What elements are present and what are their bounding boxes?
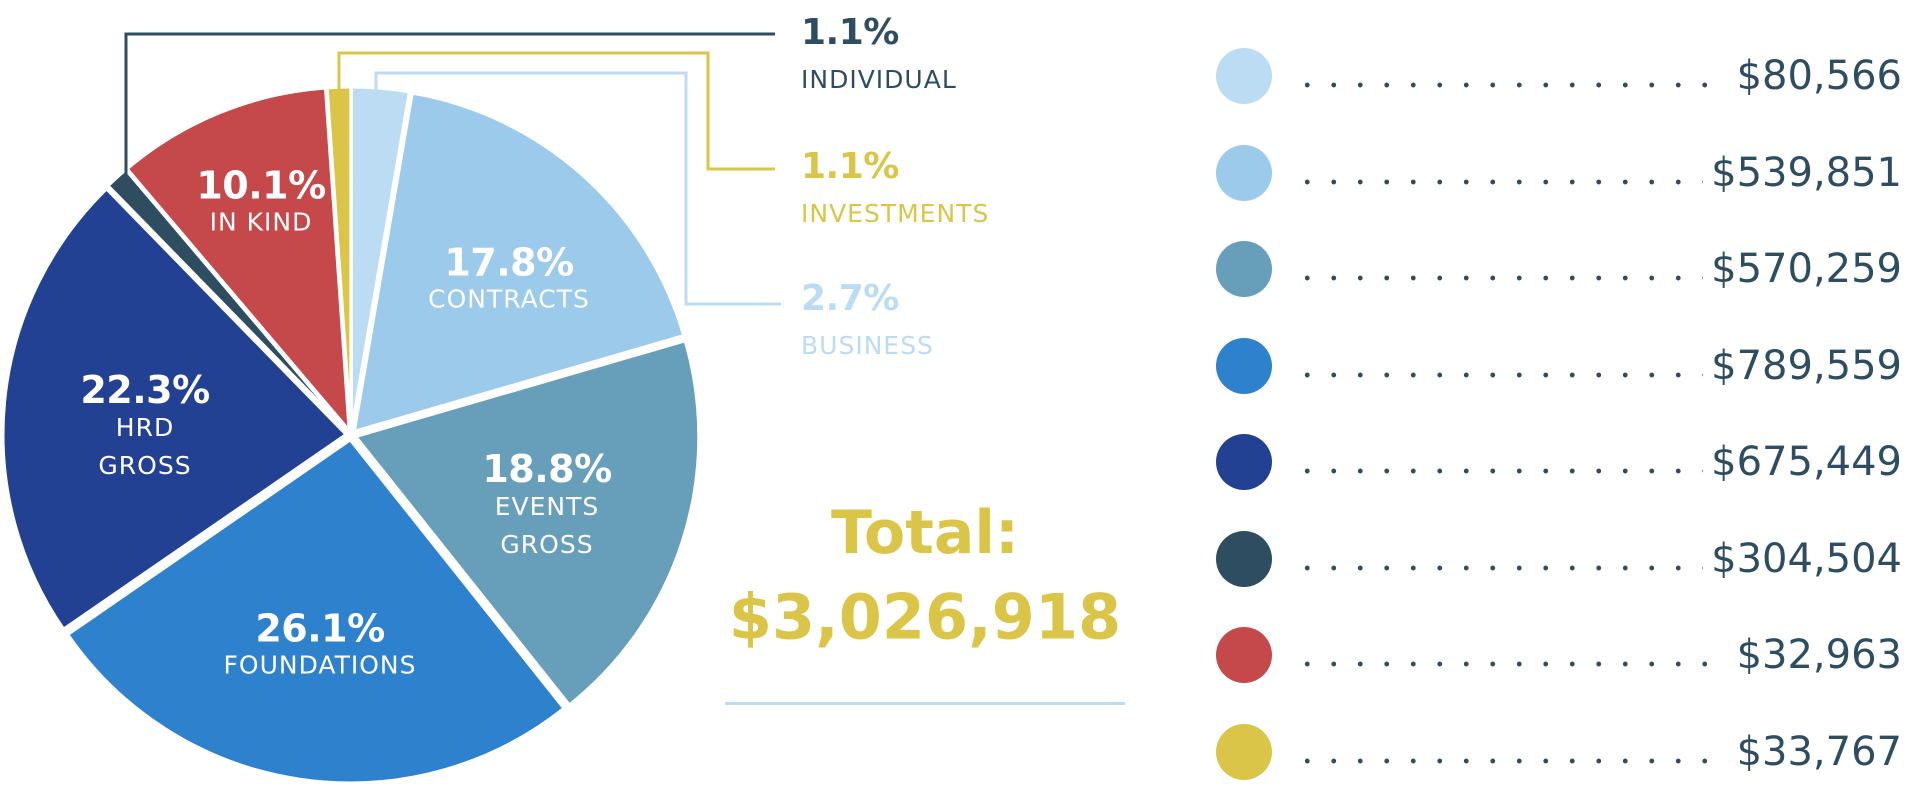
slice-name-line2: GROSS [98, 451, 192, 480]
slice-percent: 26.1% [255, 606, 385, 651]
legend-swatch [1216, 241, 1272, 297]
callout-business: 2.7% BUSINESS [801, 278, 934, 360]
callout-percent: 1.1% [801, 146, 899, 187]
dotted-leader [1294, 178, 1704, 185]
legend-swatch [1216, 434, 1272, 490]
pie-slice-foundations [66, 438, 566, 785]
dotted-leader [1294, 564, 1704, 571]
pie-slice-events [354, 339, 701, 707]
callout-line-business [374, 71, 781, 306]
slice-name-line2: GROSS [500, 530, 594, 559]
slice-name: IN KIND [209, 207, 313, 237]
callout-line-investments [337, 51, 775, 171]
callout-name: INDIVIDUAL [801, 65, 957, 94]
legend-amount: $33,767 [1736, 728, 1902, 775]
pie-slice-inkind [125, 86, 351, 432]
callout-investments: 1.1% INVESTMENTS [801, 146, 989, 228]
legend-item-contracts: $539,851 [1216, 143, 1902, 203]
total-value: $3,026,918 [728, 580, 1122, 654]
legend-item-inkind: $32,963 [1216, 625, 1902, 685]
slice-percent: 22.3% [80, 368, 210, 412]
dotted-leader [1294, 468, 1704, 474]
slice-label-foundations: 26.1% FOUNDATIONS [224, 607, 417, 680]
callout-percent: 1.1% [801, 12, 899, 53]
total-divider [725, 702, 1125, 705]
legend-swatch [1216, 530, 1272, 587]
total-label: Total: [831, 498, 1019, 568]
legend-swatch [1216, 144, 1272, 201]
callout-individual: 1.1% INDIVIDUAL [801, 12, 957, 94]
legend-item-events: $570,259 [1216, 239, 1902, 299]
legend-item-investments: $33,767 [1216, 722, 1902, 782]
legend-item-individual: $304,504 [1216, 529, 1902, 589]
slice-percent: 10.1% [196, 163, 326, 208]
dotted-leader [1294, 371, 1704, 378]
callout-line-individual [124, 32, 775, 178]
legend-amount: $32,963 [1736, 632, 1902, 678]
callout-percent: 2.7% [801, 278, 899, 319]
legend-swatch [1216, 337, 1272, 394]
slice-name: FOUNDATIONS [223, 650, 417, 680]
legend-item-business: $80,566 [1216, 46, 1902, 106]
slice-name: CONTRACTS [428, 284, 590, 314]
legend-swatch [1216, 627, 1272, 683]
dotted-leader [1294, 275, 1704, 281]
slice-label-hrd: 22.3% HRD GROSS [80, 368, 210, 485]
dotted-leader [1294, 661, 1729, 667]
dotted-leader [1294, 757, 1729, 764]
dotted-leader [1294, 82, 1729, 88]
legend-amount: $304,504 [1711, 535, 1902, 582]
legend-amount: $570,259 [1711, 246, 1902, 292]
pie-slice-contracts [352, 91, 686, 433]
legend-swatch [1216, 48, 1272, 104]
slice-name-line1: EVENTS [494, 492, 600, 521]
legend-amount: $539,851 [1711, 149, 1902, 196]
slice-percent: 18.8% [482, 447, 612, 491]
slice-label-contracts: 17.8% CONTRACTS [428, 241, 590, 314]
pie-slice-hrd [1, 187, 348, 631]
legend-amount: $80,566 [1736, 53, 1902, 99]
legend-amount: $789,559 [1711, 342, 1902, 389]
slice-name-line1: HRD [115, 413, 175, 442]
legend-item-hrd: $675,449 [1216, 432, 1902, 492]
slice-label-events: 18.8% EVENTS GROSS [482, 447, 612, 564]
legend-item-foundations: $789,559 [1216, 336, 1902, 396]
slice-percent: 17.8% [444, 240, 574, 285]
callout-name: BUSINESS [801, 331, 934, 360]
slice-label-inkind: 10.1% IN KIND [196, 163, 326, 237]
callout-name: INVESTMENTS [801, 199, 990, 228]
legend-amount: $675,449 [1711, 439, 1902, 485]
legend-swatch [1216, 723, 1272, 780]
